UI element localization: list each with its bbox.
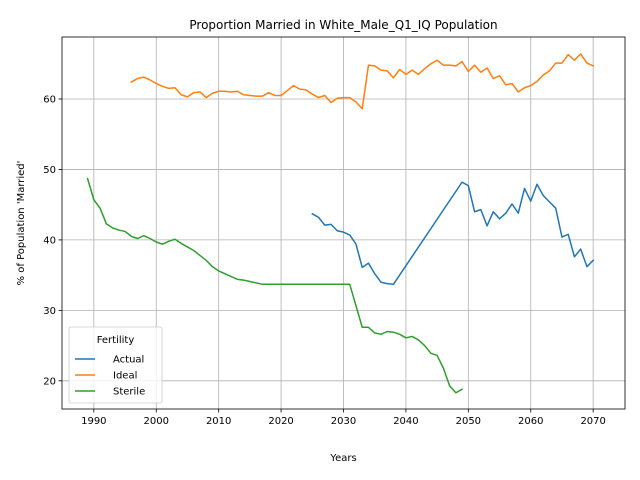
x-tick-label: 2010 (206, 416, 231, 427)
legend-title: Fertility (97, 335, 135, 346)
legend-label-actual: Actual (113, 355, 144, 366)
series-line-actual (311, 181, 595, 286)
x-tick-label: 2040 (393, 416, 418, 427)
chart-title: Proportion Married in White_Male_Q1_IQ P… (189, 18, 497, 32)
x-tick-label: 2020 (268, 416, 293, 427)
series-line-sterile (86, 177, 464, 394)
legend-label-ideal: Ideal (113, 371, 137, 382)
grid-lines (62, 37, 625, 409)
series-line-ideal (130, 53, 595, 110)
y-tick-label: 20 (43, 376, 56, 387)
x-tick-label: 1990 (81, 416, 106, 427)
x-tick-label: 2050 (456, 416, 481, 427)
y-axis-label: % of Population 'Married' (16, 161, 27, 286)
y-tick-label: 50 (43, 165, 56, 176)
x-tick-label: 2060 (518, 416, 543, 427)
x-axis-label: Years (329, 453, 356, 464)
x-tick-label: 2000 (144, 416, 169, 427)
series-group (86, 53, 595, 394)
legend-label-sterile: Sterile (113, 387, 145, 398)
y-tick-label: 60 (43, 95, 56, 106)
x-tick-label: 2030 (331, 416, 356, 427)
legend: Fertility Actual Ideal Sterile (68, 326, 163, 404)
legend-items: Actual Ideal Sterile (75, 355, 145, 398)
x-axis-ticks: 1990 2000 2010 2020 2030 2040 2050 2060 2070 (81, 409, 606, 427)
y-tick-label: 30 (43, 306, 56, 317)
y-axis-ticks: 20 30 40 50 60 (43, 95, 62, 387)
x-tick-label: 2070 (580, 416, 605, 427)
y-tick-label: 40 (43, 235, 56, 246)
legend-frame (68, 326, 163, 404)
